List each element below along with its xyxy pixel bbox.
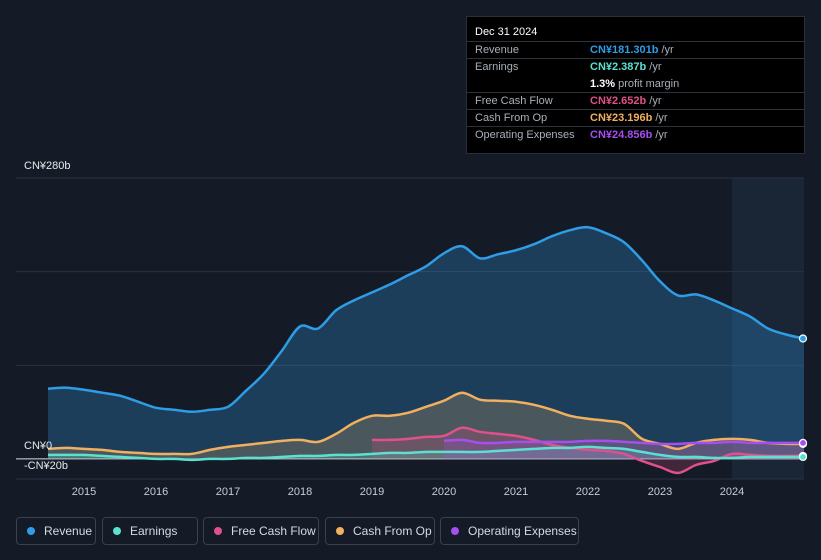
series-endpoints <box>798 334 808 462</box>
free-cash-flow-line <box>371 426 804 475</box>
legend-label: Free Cash Flow <box>231 524 316 538</box>
cash-from-op-dot-icon <box>336 527 344 535</box>
tooltip-label: Operating Expenses <box>475 129 575 141</box>
y-tick-label-top: CN¥280b <box>24 160 71 172</box>
tooltip-row-revenue: Revenue CN¥181.301b/yr <box>467 41 804 59</box>
legend-label: Operating Expenses <box>468 524 577 538</box>
tooltip-row-earnings: Earnings CN¥2.387b/yr <box>467 58 804 76</box>
earnings-line <box>48 445 804 462</box>
x-tick-label: 2022 <box>576 486 600 498</box>
x-tick-label: 2020 <box>432 486 456 498</box>
tooltip-label: Earnings <box>475 61 519 73</box>
tooltip-label: Free Cash Flow <box>475 95 553 107</box>
tooltip-value: CN¥24.856b/yr <box>590 129 668 141</box>
tooltip-value: CN¥23.196b/yr <box>590 112 668 124</box>
legend-label: Earnings <box>130 524 178 538</box>
x-tick-label: 2019 <box>360 486 384 498</box>
x-tick-label: 2024 <box>720 486 744 498</box>
earnings-endpoint <box>798 452 808 462</box>
legend-label: Revenue <box>44 524 93 538</box>
cash-from-op-line <box>47 391 805 456</box>
tooltip-value: 1.3% profit margin <box>590 78 680 90</box>
operating-expenses-endpoint <box>798 438 808 447</box>
y-tick-label-bottom: -CN¥20b <box>24 460 69 472</box>
operating-expenses-line <box>443 438 804 446</box>
legend-label: Cash From Op <box>353 524 432 538</box>
tooltip-value: CN¥2.652b/yr <box>590 95 662 107</box>
tooltip-label: Revenue <box>475 44 520 56</box>
x-tick-label: 2021 <box>504 486 528 498</box>
tooltip-row-fcf: Free Cash Flow CN¥2.652b/yr <box>467 92 804 110</box>
tooltip-date: Dec 31 2024 <box>475 26 538 38</box>
x-tick-label: 2016 <box>144 486 168 498</box>
tooltip-row-cfo: Cash From Op CN¥23.196b/yr <box>467 109 804 127</box>
operating-expenses-dot-icon <box>451 527 459 535</box>
legend-earnings[interactable]: Earnings <box>102 517 198 545</box>
tooltip-panel: Dec 31 2024 Revenue CN¥181.301b/yr Earni… <box>466 16 805 154</box>
free-cash-flow-dot-icon <box>214 527 222 535</box>
revenue-endpoint <box>798 334 808 343</box>
legend-free-cash-flow[interactable]: Free Cash Flow <box>203 517 319 545</box>
earnings-area <box>48 446 804 460</box>
x-tick-label: 2023 <box>648 486 672 498</box>
x-tick-label: 2018 <box>288 486 312 498</box>
tooltip-row-margin: 1.3% profit margin <box>467 75 804 93</box>
x-tick-label: 2017 <box>216 486 240 498</box>
tooltip-row-opex: Operating Expenses CN¥24.856b/yr <box>467 126 804 144</box>
revenue-dot-icon <box>27 527 35 535</box>
legend-cash-from-op[interactable]: Cash From Op <box>325 517 435 545</box>
tooltip-value: CN¥2.387b/yr <box>590 61 662 73</box>
x-tick-label: 2015 <box>72 486 96 498</box>
earnings-dot-icon <box>113 527 121 535</box>
legend-operating-expenses[interactable]: Operating Expenses <box>440 517 579 545</box>
tooltip-value: CN¥181.301b/yr <box>590 44 674 56</box>
tooltip-label: Cash From Op <box>475 112 548 124</box>
y-tick-label-zero: CN¥0 <box>24 440 53 452</box>
series-lines <box>47 225 805 475</box>
x-axis-ticks: 2015 2016 2017 2018 2019 2020 2021 2022 2023 2024 <box>72 486 744 498</box>
revenue-line <box>47 225 805 414</box>
legend-revenue[interactable]: Revenue <box>16 517 96 545</box>
